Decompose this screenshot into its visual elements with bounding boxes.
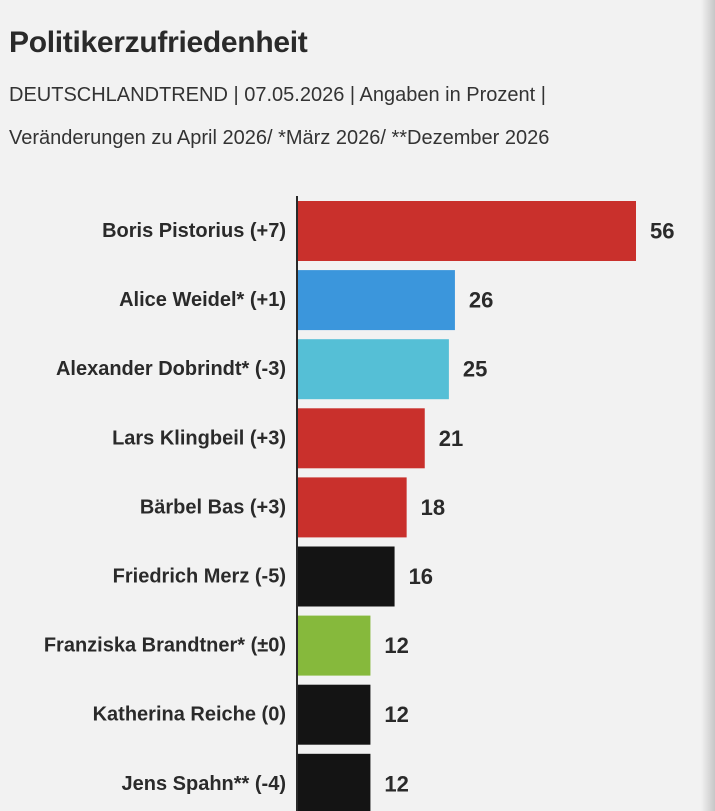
bar xyxy=(298,339,449,400)
category-label: Alexander Dobrindt* (-3) xyxy=(56,358,286,380)
chart-subtitle-line-2: Veränderungen zu April 2026/ *März 2026/… xyxy=(9,127,550,149)
bar xyxy=(298,477,407,538)
category-label: Lars Klingbeil (+3) xyxy=(112,427,286,449)
category-label: Bärbel Bas (+3) xyxy=(140,496,286,518)
value-label: 26 xyxy=(469,288,493,313)
value-label: 18 xyxy=(421,495,445,520)
value-label: 12 xyxy=(384,702,408,727)
value-label: 16 xyxy=(409,564,433,589)
bar xyxy=(298,408,425,469)
category-label: Boris Pistorius (+7) xyxy=(102,220,286,242)
page-edge-shadow xyxy=(701,0,715,811)
bar xyxy=(298,270,455,331)
value-label: 21 xyxy=(439,426,463,451)
category-label: Jens Spahn** (-4) xyxy=(122,773,286,795)
chart-title: Politikerzufriedenheit xyxy=(9,26,308,59)
bar xyxy=(298,546,395,607)
value-label: 12 xyxy=(384,771,408,796)
bar xyxy=(298,753,371,811)
value-label: 56 xyxy=(650,219,674,244)
category-label: Katherina Reiche (0) xyxy=(93,704,286,726)
bar xyxy=(298,201,636,261)
category-label: Alice Weidel* (+1) xyxy=(119,289,286,311)
bar xyxy=(298,615,371,676)
category-label: Franziska Brandtner* (±0) xyxy=(44,635,286,657)
chart-subtitle-line-1: DEUTSCHLANDTREND | 07.05.2026 | Angaben … xyxy=(9,84,546,106)
value-label: 12 xyxy=(384,633,408,658)
category-label: Friedrich Merz (-5) xyxy=(113,566,286,588)
bar xyxy=(298,684,371,745)
bars-group: Boris Pistorius (+7) 56 Alice Weidel* (+1)… xyxy=(44,201,674,811)
value-label: 25 xyxy=(463,357,487,382)
